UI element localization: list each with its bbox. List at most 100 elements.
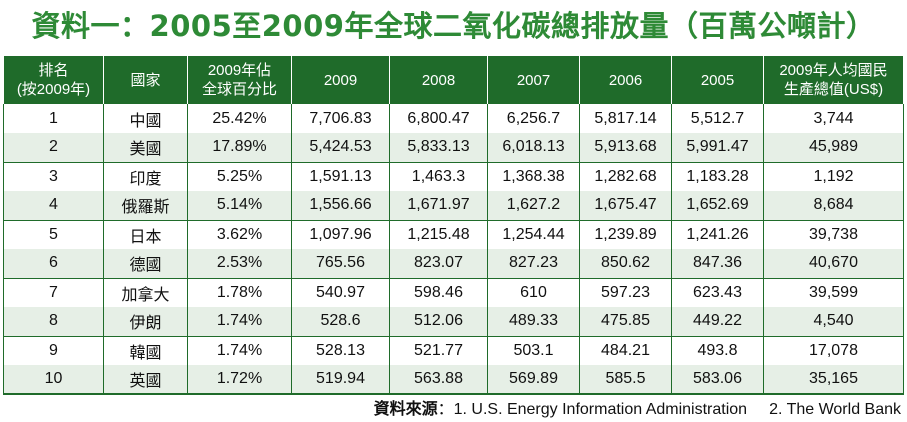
header-share: 2009年佔 全球百分比 (187, 56, 292, 104)
cell-country: 日本 (103, 220, 188, 249)
cell-share: 1.72% (187, 365, 292, 395)
cell-country: 韓國 (103, 336, 188, 365)
cell-2007: 6,256.7 (487, 104, 580, 133)
cell-rank: 5 (3, 220, 104, 249)
table-row: 7 加拿大 1.78% 540.97 598.46 610 597.23 623.43 39,5… (3, 278, 904, 307)
table-row: 10 英國 1.72% 519.94 563.88 569.89 585.5 583.06 35… (3, 365, 904, 395)
cell-2007: 1,627.2 (487, 191, 580, 221)
header-gdp-line1: 2009年人均國民 (779, 62, 888, 79)
header-2005: 2005 (671, 56, 764, 104)
header-2007: 2007 (487, 56, 580, 104)
cell-2006: 1,239.89 (579, 220, 672, 249)
cell-country: 英國 (103, 365, 188, 395)
cell-2006: 475.85 (579, 307, 672, 337)
cell-share: 5.25% (187, 162, 292, 191)
cell-2007: 827.23 (487, 249, 580, 279)
cell-country: 俄羅斯 (103, 191, 188, 221)
source-note: 資料來源：1. U.S. Energy Information Administ… (374, 398, 901, 420)
table-header: 排名 (按2009年) 國家 2009年佔 全球百分比 2009 2008 2007… (3, 56, 904, 104)
cell-2005: 847.36 (671, 249, 764, 279)
table-row: 4 俄羅斯 5.14% 1,556.66 1,671.97 1,627.2 1,675.47… (3, 191, 904, 221)
cell-2006: 597.23 (579, 278, 672, 307)
cell-gdp: 35,165 (763, 365, 904, 395)
cell-gdp: 40,670 (763, 249, 904, 279)
cell-gdp: 3,744 (763, 104, 904, 133)
header-rank-line2: (按2009年) (16, 81, 91, 98)
cell-gdp: 45,989 (763, 133, 904, 163)
cell-gdp: 1,192 (763, 162, 904, 191)
cell-country: 美國 (103, 133, 188, 163)
cell-2009: 765.56 (291, 249, 390, 279)
cell-2005: 1,652.69 (671, 191, 764, 221)
cell-2007: 1,368.38 (487, 162, 580, 191)
header-gdp-line2: 生產總值(US$) (783, 81, 884, 98)
table-row: 3 印度 5.25% 1,591.13 1,463.3 1,368.38 1,282.68 1… (3, 162, 904, 191)
cell-gdp: 39,738 (763, 220, 904, 249)
cell-2008: 1,671.97 (389, 191, 488, 221)
table-row: 5 日本 3.62% 1,097.96 1,215.48 1,254.44 1,239.89… (3, 220, 904, 249)
cell-rank: 1 (3, 104, 104, 133)
cell-share: 25.42% (187, 104, 292, 133)
cell-2009: 7,706.83 (291, 104, 390, 133)
cell-2007: 489.33 (487, 307, 580, 337)
header-country: 國家 (103, 56, 188, 104)
cell-rank: 3 (3, 162, 104, 191)
cell-country: 伊朗 (103, 307, 188, 337)
cell-2005: 449.22 (671, 307, 764, 337)
cell-2006: 5,913.68 (579, 133, 672, 163)
header-row: 排名 (按2009年) 國家 2009年佔 全球百分比 2009 2008 2007… (3, 56, 904, 104)
cell-gdp: 4,540 (763, 307, 904, 337)
cell-2005: 1,183.28 (671, 162, 764, 191)
cell-rank: 8 (3, 307, 104, 337)
cell-rank: 6 (3, 249, 104, 279)
cell-rank: 2 (3, 133, 104, 163)
cell-rank: 7 (3, 278, 104, 307)
cell-2006: 585.5 (579, 365, 672, 395)
cell-2008: 563.88 (389, 365, 488, 395)
cell-2006: 1,675.47 (579, 191, 672, 221)
cell-share: 17.89% (187, 133, 292, 163)
cell-share: 2.53% (187, 249, 292, 279)
cell-2006: 484.21 (579, 336, 672, 365)
table-row: 2 美國 17.89% 5,424.53 5,833.13 6,018.13 5,913.6… (3, 133, 904, 163)
emissions-table: 排名 (按2009年) 國家 2009年佔 全球百分比 2009 2008 2007… (3, 56, 904, 395)
source-item-2: 2. The World Bank (769, 401, 901, 418)
header-2009: 2009 (291, 56, 390, 104)
table-row: 1 中國 25.42% 7,706.83 6,800.47 6,256.7 5,817.14… (3, 104, 904, 133)
cell-2005: 583.06 (671, 365, 764, 395)
cell-2007: 610 (487, 278, 580, 307)
header-gdp: 2009年人均國民 生產總值(US$) (763, 56, 904, 104)
cell-country: 德國 (103, 249, 188, 279)
cell-2006: 850.62 (579, 249, 672, 279)
cell-2006: 1,282.68 (579, 162, 672, 191)
cell-2009: 1,097.96 (291, 220, 390, 249)
cell-2007: 1,254.44 (487, 220, 580, 249)
cell-2008: 6,800.47 (389, 104, 488, 133)
header-rank-line1: 排名 (38, 62, 69, 79)
header-share-line2: 全球百分比 (201, 81, 277, 98)
cell-share: 1.78% (187, 278, 292, 307)
source-colon: ： (437, 401, 454, 418)
cell-2009: 528.13 (291, 336, 390, 365)
source-item-1: 1. U.S. Energy Information Administratio… (453, 401, 748, 418)
cell-2009: 1,591.13 (291, 162, 390, 191)
cell-share: 5.14% (187, 191, 292, 221)
page-title: 資料一：2005至2009年全球二氧化碳總排放量（百萬公噸計） (31, 9, 876, 43)
cell-2005: 1,241.26 (671, 220, 764, 249)
cell-2005: 623.43 (671, 278, 764, 307)
cell-share: 3.62% (187, 220, 292, 249)
cell-share: 1.74% (187, 336, 292, 365)
cell-2007: 503.1 (487, 336, 580, 365)
table-row: 6 德國 2.53% 765.56 823.07 827.23 850.62 847.36 40… (3, 249, 904, 279)
header-rank: 排名 (按2009年) (3, 56, 104, 104)
cell-gdp: 17,078 (763, 336, 904, 365)
cell-2008: 1,215.48 (389, 220, 488, 249)
cell-2007: 569.89 (487, 365, 580, 395)
table-body: 1 中國 25.42% 7,706.83 6,800.47 6,256.7 5,817.14… (3, 104, 904, 395)
cell-2006: 5,817.14 (579, 104, 672, 133)
source-label: 資料來源 (373, 399, 438, 418)
header-2006: 2006 (579, 56, 672, 104)
cell-2008: 5,833.13 (389, 133, 488, 163)
cell-2005: 5,991.47 (671, 133, 764, 163)
